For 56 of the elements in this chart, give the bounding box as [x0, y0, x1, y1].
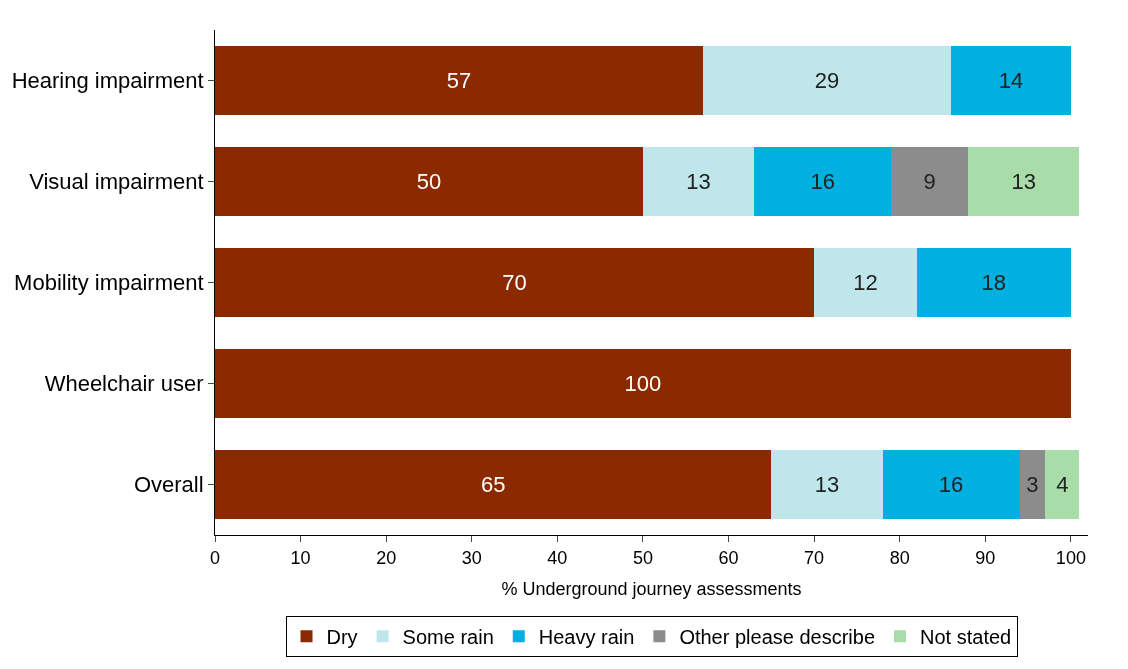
- legend-label: Some rain: [402, 626, 494, 649]
- x-tick-label: 10: [290, 547, 311, 568]
- x-tick-label: 50: [632, 547, 653, 568]
- x-tick-label: 70: [804, 547, 825, 568]
- y-tick-label: Overall: [133, 472, 204, 498]
- data-label: 29: [814, 68, 840, 93]
- bar: [968, 147, 1080, 216]
- bar: [702, 46, 952, 115]
- data-label: 4: [1056, 472, 1069, 497]
- legend-label: Heavy rain: [538, 626, 635, 649]
- data-label: 65: [480, 472, 506, 497]
- x-tick-label: 60: [718, 547, 739, 568]
- x-tick-label: 100: [1055, 547, 1086, 568]
- legend-label: Other please describe: [679, 626, 876, 649]
- x-tick-label: 20: [376, 547, 397, 568]
- data-label: 16: [938, 472, 964, 497]
- bar: [215, 248, 815, 317]
- data-label: 18: [981, 270, 1007, 295]
- data-label: 13: [1011, 169, 1037, 194]
- data-label: 3: [1026, 472, 1039, 497]
- data-label: 50: [416, 169, 442, 194]
- y-tick-label: Mobility impairment: [14, 270, 204, 296]
- bar: [882, 450, 1020, 519]
- x-tick-label: 40: [547, 547, 568, 568]
- data-label: 70: [502, 270, 527, 295]
- y-tick-label: Wheelchair user: [44, 371, 204, 397]
- x-tick-label: 0: [209, 547, 221, 568]
- bar: [951, 46, 1071, 115]
- data-label: 13: [814, 472, 840, 497]
- bar: [215, 147, 643, 216]
- data-label: 57: [446, 68, 472, 93]
- data-label: 100: [624, 371, 662, 396]
- x-axis-title: % Underground journey assessments: [501, 578, 802, 599]
- data-label: 14: [998, 68, 1024, 93]
- bar: [215, 349, 1071, 418]
- y-tick-label: Visual impairment: [29, 169, 204, 195]
- bar: [1019, 450, 1046, 519]
- data-label: 9: [923, 169, 936, 194]
- legend-label: Dry: [326, 626, 358, 649]
- x-tick-label: 30: [461, 547, 482, 568]
- y-tick-label: Hearing impairment: [11, 68, 204, 94]
- bar: [215, 46, 703, 115]
- bar: [642, 147, 755, 216]
- x-tick-label: 80: [889, 547, 910, 568]
- bar: [891, 147, 969, 216]
- legend-label: Not stated: [920, 626, 1012, 649]
- bar: [215, 450, 772, 519]
- x-tick-label: 90: [975, 547, 996, 568]
- data-label: 12: [853, 270, 878, 295]
- data-label: 16: [810, 169, 835, 194]
- bar: [754, 147, 892, 216]
- bar: [814, 248, 917, 317]
- data-label: 13: [686, 169, 711, 194]
- bar: [916, 248, 1071, 317]
- bar: [771, 450, 883, 519]
- bar: [1045, 450, 1080, 519]
